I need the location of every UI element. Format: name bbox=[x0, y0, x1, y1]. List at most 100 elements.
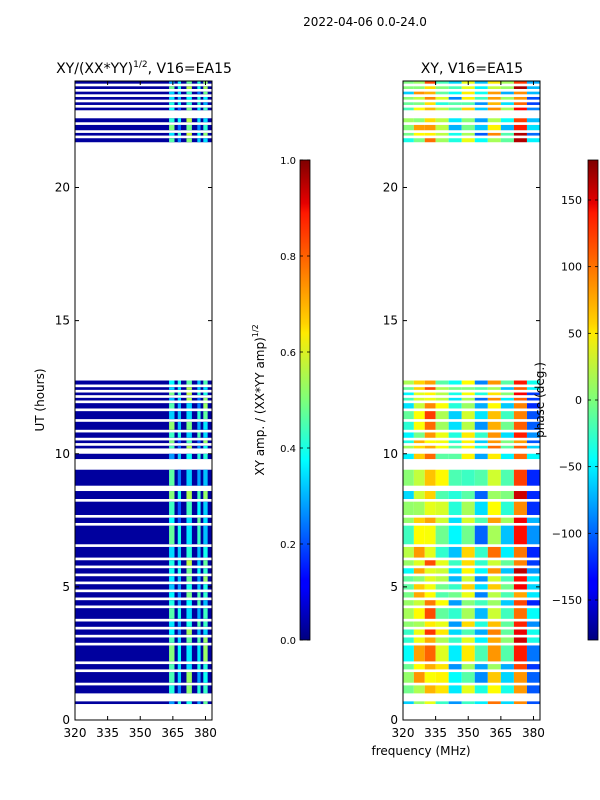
amp-channel-cell bbox=[169, 608, 175, 619]
phase-cell bbox=[513, 525, 527, 545]
amp-channel-cell bbox=[197, 621, 201, 627]
amp-channel-cell bbox=[169, 81, 175, 84]
phase-cell bbox=[424, 592, 436, 598]
amp-channel-cell bbox=[177, 91, 182, 95]
phase-cell bbox=[413, 86, 425, 89]
phase-cell bbox=[403, 411, 414, 420]
phase-cell bbox=[403, 421, 414, 430]
phase-cell bbox=[500, 445, 514, 449]
amp-channel-cell bbox=[203, 411, 208, 420]
amp-segment-base bbox=[75, 392, 212, 396]
amp-channel-cell bbox=[186, 403, 192, 409]
phase-cell bbox=[487, 107, 501, 111]
phase-cell bbox=[448, 664, 462, 670]
amp-channel-cell bbox=[197, 568, 201, 574]
phase-cell bbox=[500, 685, 514, 694]
phase-cell bbox=[403, 525, 414, 545]
phase-cell bbox=[424, 91, 436, 95]
colorbar-tick-label: 0.4 bbox=[280, 444, 296, 455]
phase-cell bbox=[448, 380, 462, 385]
amp-channel-cell bbox=[169, 132, 175, 136]
phase-cell bbox=[474, 568, 488, 574]
phase-cell bbox=[487, 576, 501, 582]
phase-cell bbox=[424, 118, 436, 123]
phase-cell bbox=[474, 445, 488, 449]
phase-cell bbox=[424, 491, 436, 500]
phase-cell bbox=[461, 453, 475, 460]
phase-cell bbox=[413, 560, 425, 566]
amp-channel-cell bbox=[177, 96, 182, 100]
phase-cell bbox=[448, 672, 462, 683]
phase-colorbar-ticks: −150 −100 −50 0 50 100 150 bbox=[552, 194, 598, 607]
amp-segment-base bbox=[75, 701, 212, 705]
phase-cell bbox=[403, 546, 414, 558]
amp-channel-cell bbox=[169, 491, 175, 500]
phase-cell bbox=[435, 453, 449, 460]
phase-cell bbox=[424, 411, 436, 420]
phase-cell bbox=[513, 124, 527, 131]
phase-cell bbox=[513, 403, 527, 409]
phase-cell bbox=[474, 546, 488, 558]
phase-cell bbox=[500, 387, 514, 390]
phase-cell bbox=[474, 637, 488, 643]
phase-cell bbox=[526, 445, 540, 449]
phase-cell bbox=[474, 387, 488, 390]
phase-cell bbox=[500, 469, 514, 486]
phase-cell bbox=[424, 621, 436, 627]
phase-cell bbox=[448, 118, 462, 123]
amp-channel-cell bbox=[177, 411, 182, 420]
amp-channel-cell bbox=[197, 664, 201, 670]
phase-cell bbox=[413, 91, 425, 95]
phase-cell bbox=[448, 107, 462, 111]
phase-cell bbox=[413, 107, 425, 111]
amp-segment-base bbox=[75, 560, 212, 566]
phase-cell bbox=[461, 96, 475, 100]
phase-cell bbox=[513, 411, 527, 420]
amp-channel-cell bbox=[197, 421, 201, 430]
amp-channel-cell bbox=[186, 124, 192, 131]
phase-cell bbox=[500, 432, 514, 438]
amp-channel-cell bbox=[197, 118, 201, 123]
amp-channel-cell bbox=[169, 525, 175, 545]
phase-cell bbox=[487, 411, 501, 420]
phase-cell bbox=[448, 96, 462, 100]
amplitude-title-suffix: , V16=EA15 bbox=[148, 61, 232, 77]
phase-cell bbox=[403, 380, 414, 385]
amp-channel-cell bbox=[177, 501, 182, 515]
amp-channel-cell bbox=[197, 701, 201, 705]
phase-cell bbox=[474, 421, 488, 430]
amp-channel-cell bbox=[197, 600, 201, 606]
amp-channel-cell bbox=[197, 392, 201, 396]
phase-cell bbox=[413, 96, 425, 100]
amp-segment-base bbox=[75, 608, 212, 619]
amp-channel-cell bbox=[169, 469, 175, 486]
amp-channel-cell bbox=[186, 664, 192, 670]
colorbar-tick-label: 0 bbox=[575, 394, 582, 407]
phase-cell bbox=[526, 664, 540, 670]
phase-cell bbox=[474, 645, 488, 662]
amp-channel-cell bbox=[197, 411, 201, 420]
phase-cell bbox=[413, 525, 425, 545]
phase-cell bbox=[500, 560, 514, 566]
amp-channel-cell bbox=[186, 432, 192, 438]
phase-cell bbox=[403, 86, 414, 89]
phase-cell bbox=[403, 440, 414, 444]
phase-cell bbox=[474, 584, 488, 590]
amp-channel-cell bbox=[197, 608, 201, 619]
phase-cell bbox=[403, 701, 414, 705]
phase-cell bbox=[448, 102, 462, 105]
phase-cell bbox=[403, 81, 414, 84]
amp-channel-cell bbox=[203, 685, 208, 694]
amp-segment-base bbox=[75, 629, 212, 635]
amp-channel-cell bbox=[169, 600, 175, 606]
colorbar-tick-label: −150 bbox=[552, 594, 582, 607]
phase-cell bbox=[448, 501, 462, 515]
phase-cell bbox=[435, 600, 449, 606]
amplitude-axes: 320 335 350 365 380 0 5 10 15 20 bbox=[55, 81, 217, 740]
amp-channel-cell bbox=[177, 645, 182, 662]
phase-cell bbox=[461, 421, 475, 430]
amp-channel-cell bbox=[169, 440, 175, 444]
amp-channel-cell bbox=[197, 86, 201, 89]
phase-cell bbox=[487, 621, 501, 627]
amp-channel-cell bbox=[197, 685, 201, 694]
